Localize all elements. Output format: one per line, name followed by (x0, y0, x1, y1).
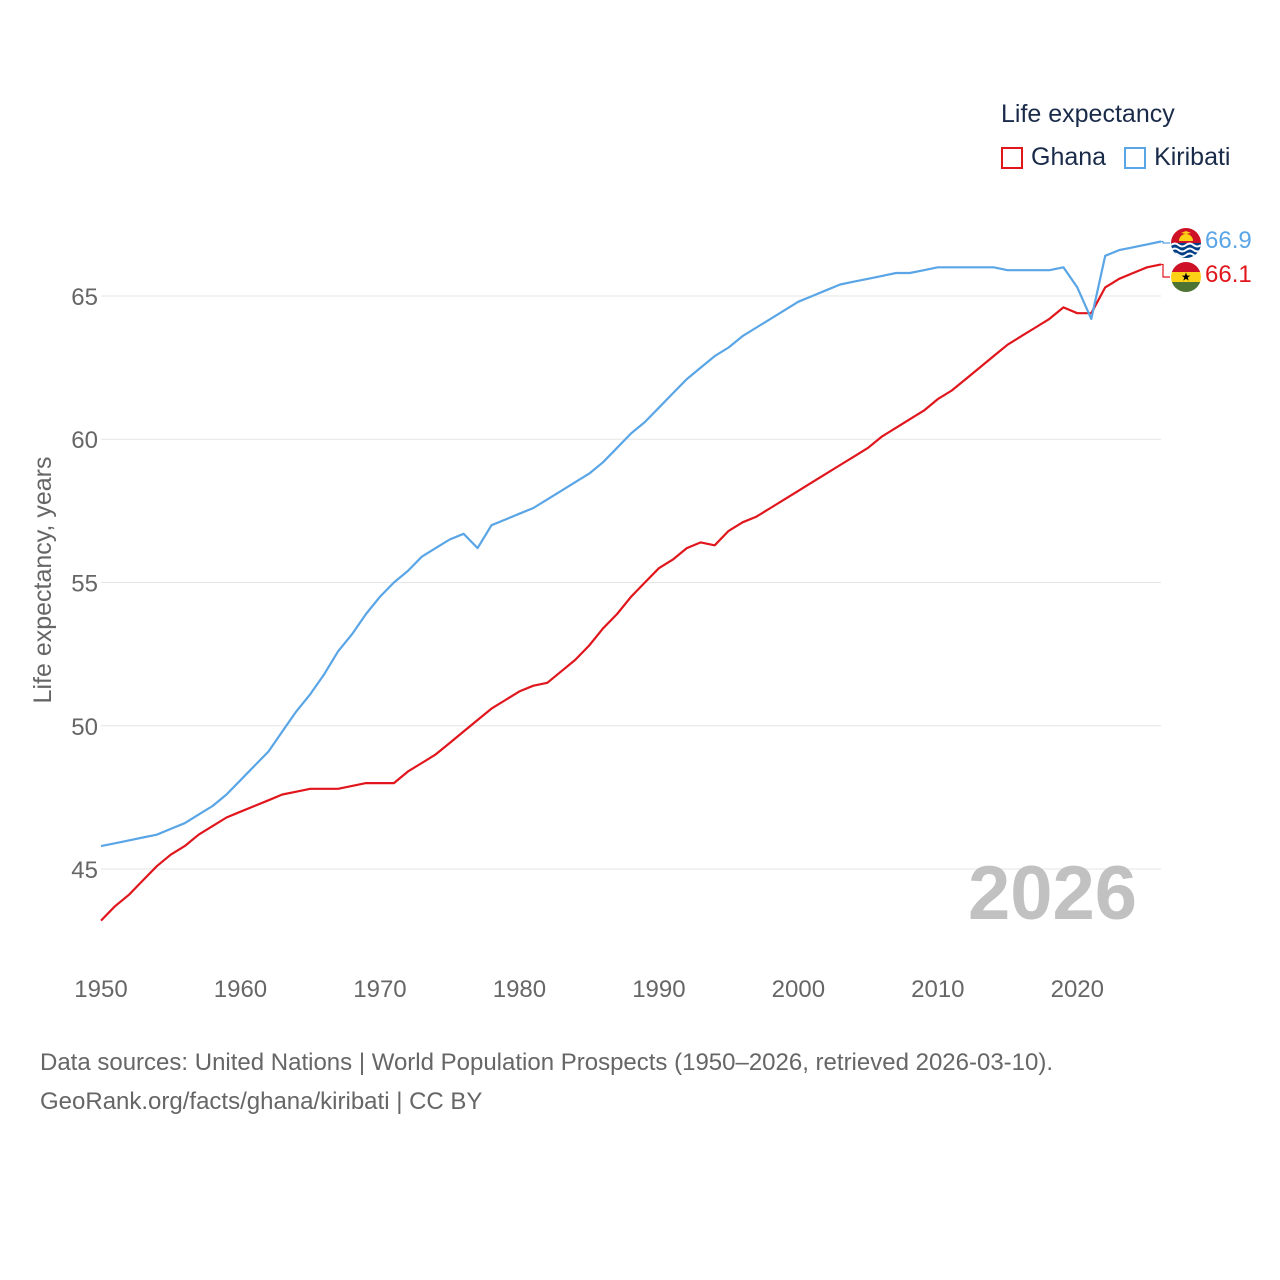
y-tick-label: 55 (71, 571, 98, 598)
y-tick-label: 60 (71, 427, 98, 454)
series-line-kiribati[interactable] (100, 240, 1162, 848)
end-connector-kiribati (1161, 240, 1170, 244)
year-stamp: 2026 (968, 851, 1138, 936)
kiribati-flag-icon (1171, 228, 1201, 258)
grid-lines (101, 295, 1161, 870)
end-label-ghana: 66.1 (1205, 261, 1252, 288)
x-tick-label: 2010 (911, 976, 964, 1003)
legend-swatch-ghana[interactable] (1001, 146, 1023, 169)
y-tick-label: 45 (71, 857, 98, 884)
legend-title: Life expectancy (1001, 100, 1175, 128)
x-tick-label: 1960 (214, 976, 267, 1003)
end-label-kiribati: 66.9 (1205, 227, 1252, 254)
x-tick-label: 1980 (493, 976, 546, 1003)
y-axis-label: Life expectancy, years (29, 457, 57, 704)
series-line-ghana[interactable] (100, 263, 1162, 922)
y-tick-label: 50 (71, 714, 98, 741)
legend-swatch-kiribati[interactable] (1124, 146, 1147, 169)
footer-sources: Data sources: United Nations | World Pop… (40, 1049, 1054, 1076)
x-tick-label: 2000 (772, 976, 825, 1003)
x-tick-label: 1970 (353, 976, 406, 1003)
y-axis-ticks: 45 50 55 60 65 (71, 284, 98, 884)
legend-label-ghana[interactable]: Ghana (1031, 143, 1107, 171)
y-tick-label: 65 (71, 284, 98, 311)
footer: Data sources: United Nations | World Pop… (40, 1043, 1053, 1121)
ghana-flag-icon (1171, 262, 1201, 292)
footer-attribution[interactable]: GeoRank.org/facts/ghana/kiribati | CC BY (40, 1088, 483, 1115)
x-tick-label: 1990 (632, 976, 685, 1003)
legend: Ghana Kiribati (1001, 143, 1248, 172)
legend-label-kiribati[interactable]: Kiribati (1154, 143, 1231, 171)
series-lines (100, 240, 1170, 922)
x-tick-label: 1950 (74, 976, 127, 1003)
x-axis-ticks: 1950 1960 1970 1980 1990 2000 2010 2020 (74, 976, 1104, 1003)
end-connector-ghana (1161, 263, 1170, 278)
x-tick-label: 2020 (1051, 976, 1104, 1003)
